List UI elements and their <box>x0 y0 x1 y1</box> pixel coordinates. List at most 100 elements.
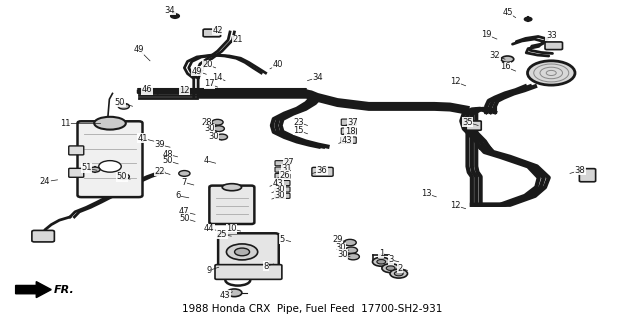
Text: 5: 5 <box>280 235 285 244</box>
FancyBboxPatch shape <box>466 121 481 130</box>
Text: 40: 40 <box>273 60 283 69</box>
FancyBboxPatch shape <box>69 168 84 177</box>
FancyBboxPatch shape <box>275 193 290 198</box>
Text: 30: 30 <box>338 250 348 259</box>
Circle shape <box>90 167 100 172</box>
Text: 13: 13 <box>421 189 432 198</box>
Text: 2: 2 <box>398 264 402 273</box>
FancyBboxPatch shape <box>275 187 290 192</box>
FancyBboxPatch shape <box>341 119 356 125</box>
Text: 42: 42 <box>213 26 222 35</box>
FancyBboxPatch shape <box>203 29 221 37</box>
Circle shape <box>386 266 395 270</box>
Text: 6: 6 <box>176 191 181 200</box>
Circle shape <box>216 134 227 140</box>
Circle shape <box>226 244 258 260</box>
Text: 35: 35 <box>462 118 473 127</box>
Text: 38: 38 <box>574 166 586 175</box>
Text: 9: 9 <box>207 266 212 275</box>
Circle shape <box>227 289 242 297</box>
Text: 14: 14 <box>213 73 222 82</box>
Text: 8: 8 <box>263 262 268 271</box>
Text: 45: 45 <box>503 8 512 17</box>
Text: 4: 4 <box>204 156 209 165</box>
Text: 43: 43 <box>342 136 352 145</box>
Circle shape <box>344 239 356 246</box>
FancyBboxPatch shape <box>545 42 562 50</box>
Text: 29: 29 <box>332 235 342 244</box>
Text: 34: 34 <box>165 6 175 15</box>
Text: 18: 18 <box>345 127 356 136</box>
Text: 20: 20 <box>202 60 212 69</box>
Circle shape <box>528 61 575 85</box>
Circle shape <box>382 264 399 273</box>
Text: 37: 37 <box>348 118 359 127</box>
FancyBboxPatch shape <box>341 137 356 143</box>
Ellipse shape <box>222 184 241 191</box>
Text: 47: 47 <box>179 207 190 216</box>
FancyBboxPatch shape <box>32 230 54 242</box>
Text: 43: 43 <box>220 291 230 300</box>
Circle shape <box>118 103 129 109</box>
Circle shape <box>377 260 386 264</box>
Circle shape <box>524 17 532 21</box>
Text: 25: 25 <box>217 230 227 239</box>
Text: 12: 12 <box>450 201 460 210</box>
Text: 19: 19 <box>481 30 491 39</box>
Text: 15: 15 <box>294 126 304 135</box>
Circle shape <box>171 14 179 18</box>
Circle shape <box>390 269 408 278</box>
Text: 30: 30 <box>209 132 219 141</box>
Text: 26: 26 <box>279 171 290 180</box>
Text: 24: 24 <box>40 177 50 186</box>
Text: 34: 34 <box>312 73 323 82</box>
Text: 30: 30 <box>204 124 215 133</box>
Circle shape <box>234 248 249 256</box>
Text: 21: 21 <box>232 36 242 44</box>
Text: 50: 50 <box>162 156 172 165</box>
Text: 46: 46 <box>141 85 152 94</box>
Circle shape <box>372 257 390 266</box>
Circle shape <box>213 126 224 132</box>
FancyBboxPatch shape <box>275 180 290 186</box>
Circle shape <box>394 271 403 276</box>
Text: 43: 43 <box>272 179 284 188</box>
Text: 27: 27 <box>284 158 294 167</box>
Circle shape <box>179 171 190 176</box>
Polygon shape <box>16 282 51 298</box>
Circle shape <box>347 253 359 260</box>
Text: 22: 22 <box>154 167 164 176</box>
Text: 51: 51 <box>81 164 91 172</box>
Text: 36: 36 <box>316 166 328 175</box>
Text: 11: 11 <box>61 119 71 128</box>
Text: 12: 12 <box>450 77 460 86</box>
Text: 49: 49 <box>192 67 202 76</box>
Circle shape <box>99 161 121 172</box>
Text: 30: 30 <box>275 185 285 194</box>
Text: 44: 44 <box>204 224 214 233</box>
Text: 48: 48 <box>162 150 172 159</box>
Text: 33: 33 <box>546 31 557 40</box>
Text: 23: 23 <box>294 118 304 127</box>
Text: 41: 41 <box>138 134 148 143</box>
FancyBboxPatch shape <box>215 265 282 279</box>
Circle shape <box>501 56 514 62</box>
Text: 32: 32 <box>490 51 500 60</box>
Text: 50: 50 <box>179 214 189 223</box>
FancyBboxPatch shape <box>341 128 356 134</box>
Text: 10: 10 <box>226 224 236 233</box>
Text: 50: 50 <box>117 172 127 181</box>
Text: 28: 28 <box>201 118 211 127</box>
Text: 50: 50 <box>115 98 125 107</box>
FancyBboxPatch shape <box>579 169 596 182</box>
Text: 17: 17 <box>204 79 215 88</box>
Text: FR.: FR. <box>54 284 74 295</box>
Circle shape <box>345 247 358 253</box>
Text: 16: 16 <box>500 62 511 71</box>
Text: 30: 30 <box>275 191 285 200</box>
Text: 39: 39 <box>154 140 165 149</box>
Text: 49: 49 <box>134 45 144 54</box>
FancyBboxPatch shape <box>218 233 279 268</box>
Text: 12: 12 <box>179 86 189 95</box>
FancyBboxPatch shape <box>69 146 84 155</box>
